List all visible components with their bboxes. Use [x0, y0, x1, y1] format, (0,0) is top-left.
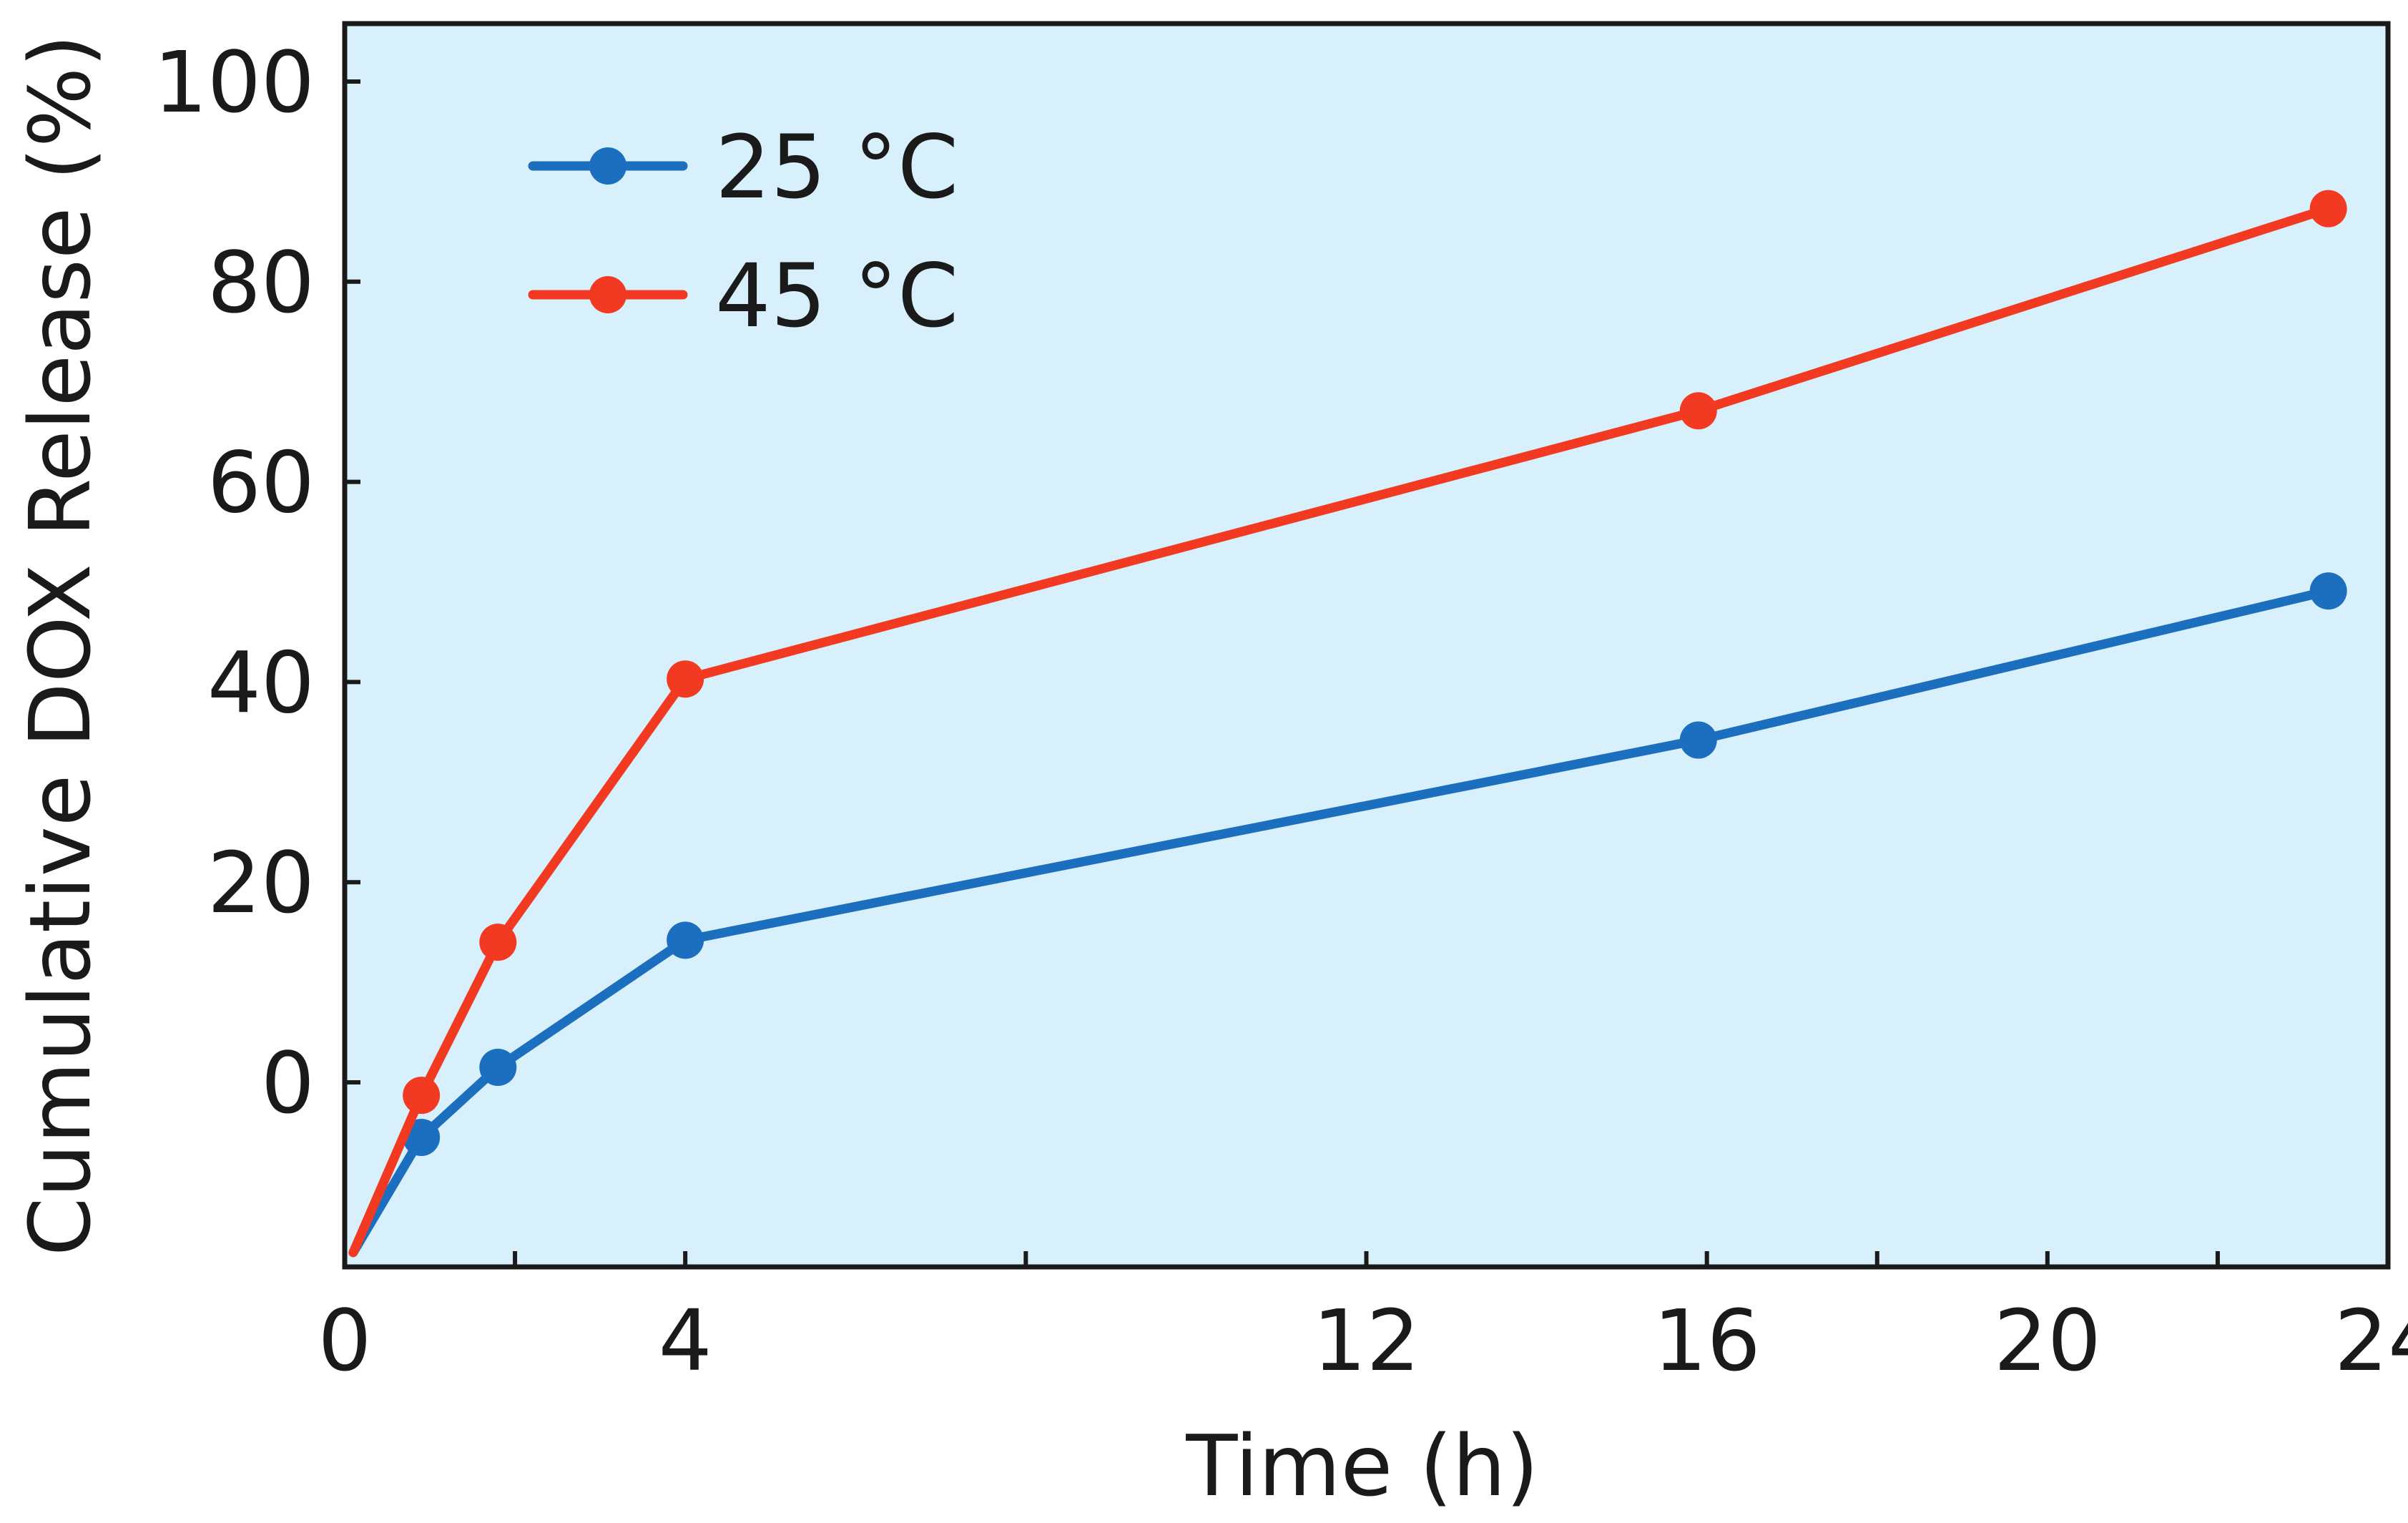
y-tick-label: 40	[207, 633, 315, 732]
x-tick-label: 20	[1994, 1291, 2101, 1390]
x-axis-title: Time (h)	[1185, 1416, 1538, 1515]
legend: 25 °C 45 °C	[528, 117, 958, 347]
data-point	[479, 1049, 517, 1087]
x-tick-label: 4	[659, 1291, 712, 1390]
plot-area	[342, 21, 2391, 1270]
x-axis: 0 4 12 16 20 24	[318, 1251, 2408, 1390]
y-tick-label: 100	[154, 33, 315, 132]
data-point	[1679, 721, 1717, 759]
data-point	[1679, 392, 1717, 430]
y-axis-title: Cumulative DOX Release (%)	[11, 34, 109, 1256]
series-line-25c	[348, 586, 2334, 1258]
y-axis: 0 20 40 60 80 100	[154, 33, 360, 1132]
data-point	[403, 1077, 441, 1115]
legend-marker	[589, 276, 626, 313]
legend-marker	[589, 147, 626, 185]
legend-label: 25 °C	[715, 117, 958, 218]
x-tick-label: 24	[2334, 1291, 2408, 1390]
y-tick-label: 80	[207, 233, 315, 332]
data-point	[2309, 190, 2347, 227]
x-tick-label: 0	[318, 1291, 371, 1390]
data-point	[667, 921, 704, 959]
series-layer	[348, 190, 2347, 1258]
y-tick-label: 20	[207, 833, 315, 932]
x-tick-label: 16	[1653, 1291, 1761, 1390]
y-tick-label: 60	[207, 434, 315, 532]
legend-label: 45 °C	[715, 245, 958, 347]
y-tick-label: 0	[261, 1034, 315, 1132]
data-point	[479, 924, 517, 961]
data-point	[667, 660, 704, 698]
series-line-45c	[348, 204, 2334, 1258]
x-tick-label: 12	[1312, 1291, 1420, 1390]
data-point	[2309, 572, 2347, 610]
